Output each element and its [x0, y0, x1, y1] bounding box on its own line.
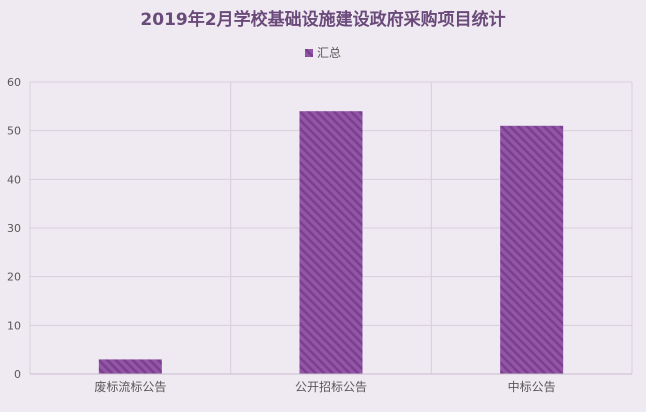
y-tick-label: 30 [7, 222, 21, 235]
bar [500, 125, 564, 374]
x-tick-label: 废标流标公告 [94, 379, 166, 394]
chart-title: 2019年2月学校基础设施建设政府采购项目统计 [140, 9, 505, 30]
x-axis: 废标流标公告 公开招标公告 中标公告 [30, 373, 632, 394]
y-tick-label: 0 [14, 368, 21, 381]
x-tick-label: 中标公告 [508, 379, 556, 394]
bar [98, 359, 162, 374]
y-tick-label: 20 [7, 271, 21, 284]
legend-swatch [305, 49, 313, 57]
bars [98, 111, 564, 374]
y-tick-label: 10 [7, 319, 21, 332]
legend-label: 汇总 [317, 46, 341, 60]
y-tick-label: 40 [7, 173, 21, 186]
y-tick-label: 60 [7, 76, 21, 89]
legend: 汇总 [305, 46, 341, 60]
y-tick-label: 50 [7, 125, 21, 138]
bar [299, 111, 363, 374]
x-tick-label: 公开招标公告 [295, 380, 367, 394]
y-axis: 0 10 20 30 40 50 60 [7, 76, 21, 381]
